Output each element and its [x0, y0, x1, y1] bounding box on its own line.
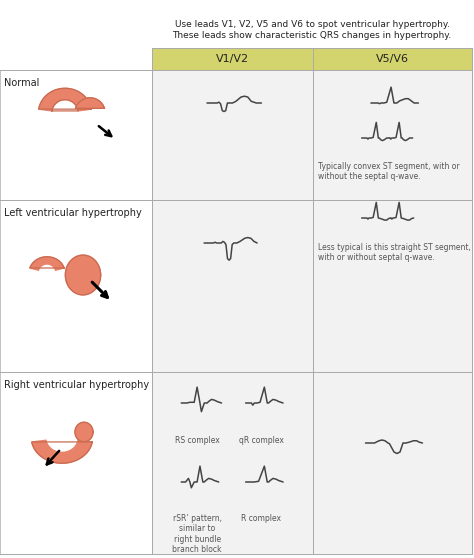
Polygon shape [32, 440, 92, 463]
Text: Use leads V1, V2, V5 and V6 to spot ventricular hypertrophy.: Use leads V1, V2, V5 and V6 to spot vent… [174, 20, 449, 29]
Text: RS complex: RS complex [175, 436, 219, 445]
Bar [313, 70, 472, 200]
Text: qR complex: qR complex [239, 436, 284, 445]
Text: Typically convex ST segment, with or
without the septal q-wave.: Typically convex ST segment, with or wit… [318, 162, 460, 181]
Text: Left ventricular hypertrophy: Left ventricular hypertrophy [4, 208, 142, 218]
Polygon shape [39, 88, 91, 111]
Bar [313, 372, 472, 554]
Polygon shape [30, 257, 64, 270]
Text: These leads show characteristic QRS changes in hypertrophy.: These leads show characteristic QRS chan… [173, 31, 452, 40]
Bar [313, 200, 472, 372]
Bar [0, 70, 152, 200]
Text: Less typical is this straight ST segment,
with or without septal q-wave.: Less typical is this straight ST segment… [318, 243, 471, 262]
Text: R complex: R complex [241, 514, 282, 523]
Text: Normal: Normal [4, 78, 39, 88]
Bar [0, 200, 152, 372]
Bar [152, 48, 472, 70]
Bar [152, 200, 313, 372]
Text: V5/V6: V5/V6 [376, 54, 409, 64]
Polygon shape [65, 255, 100, 295]
Text: V1/V2: V1/V2 [216, 54, 249, 64]
Bar [0, 372, 152, 554]
Polygon shape [75, 98, 104, 108]
Bar [152, 70, 313, 200]
Polygon shape [75, 422, 93, 442]
Text: rSR’ pattern,
similar to
right bundle
branch block: rSR’ pattern, similar to right bundle br… [173, 514, 222, 554]
Bar [152, 372, 313, 554]
Text: Right ventricular hypertrophy: Right ventricular hypertrophy [4, 380, 149, 390]
